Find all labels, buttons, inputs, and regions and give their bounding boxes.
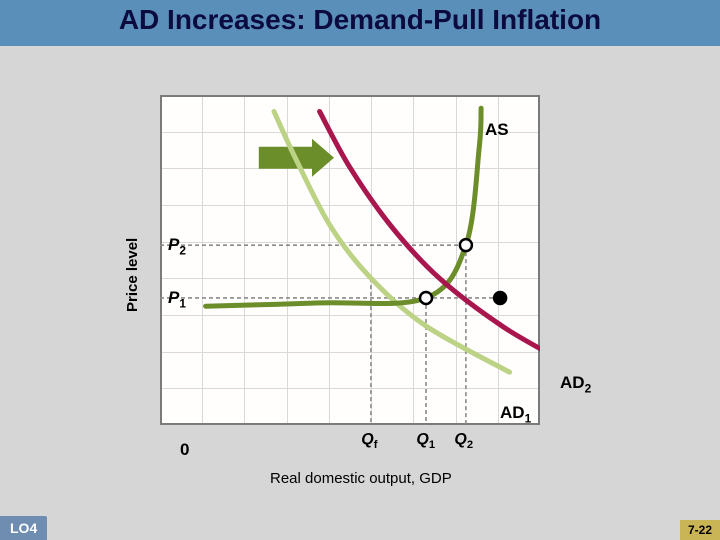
series-label-AS: AS [485,120,509,140]
equilibrium-point [494,292,506,304]
x-axis-label: Real domestic output, GDP [270,470,452,487]
origin-label: 0 [180,440,189,460]
series-label-AD2: AD2 [560,373,591,395]
curve-AD2 [320,112,559,360]
slide-root: AD Increases: Demand-Pull Inflation Pric… [0,0,720,540]
series-label-AD1: AD1 [500,403,531,425]
equilibrium-point [460,239,472,251]
y-tick-label: P1 [168,288,186,310]
equilibrium-point [420,292,432,304]
x-tick-label: Qf [361,431,377,451]
x-tick-label: Q1 [416,431,435,451]
footer-page-number: 7-22 [680,520,720,540]
y-axis-label: Price level [124,238,141,312]
footer-learning-objective: LO4 [0,516,47,540]
chart-svg [0,0,720,540]
x-tick-label: Q2 [454,431,473,451]
y-tick-label: P2 [168,235,186,257]
